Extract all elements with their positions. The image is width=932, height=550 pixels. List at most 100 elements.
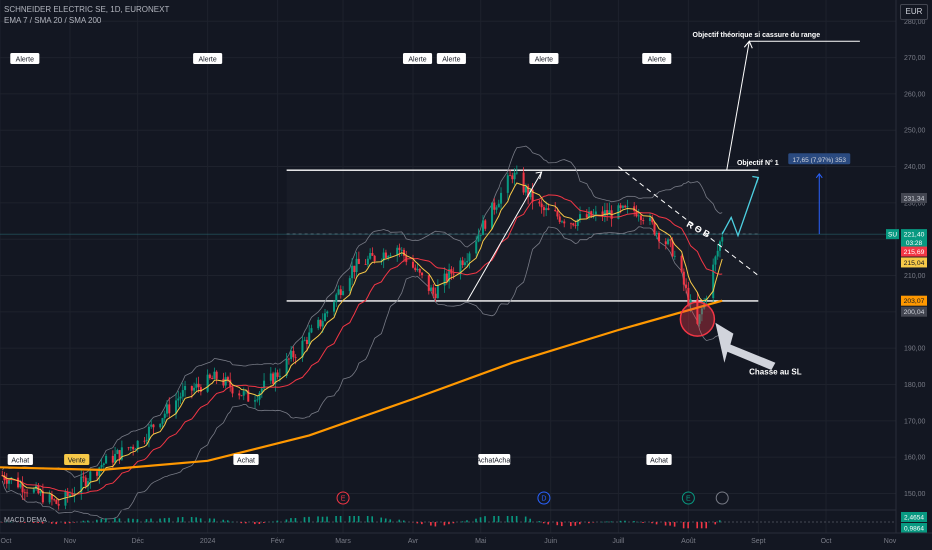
candle-body bbox=[411, 261, 415, 268]
macd-bar bbox=[529, 518, 531, 523]
time-axis[interactable]: Oct Nov Déc 2024 Févr Mars Avr Mai Juin Juill Août… bbox=[0, 532, 932, 550]
candle-body bbox=[118, 450, 121, 460]
candle-body bbox=[703, 300, 706, 309]
candle-body bbox=[547, 208, 550, 210]
price-tick: 240,00 bbox=[904, 164, 926, 171]
macd-bar bbox=[461, 521, 464, 523]
target-1-text: Objectif N° 1 bbox=[737, 159, 779, 167]
macd-bar bbox=[303, 517, 306, 523]
candle-body bbox=[17, 477, 20, 488]
macd-bar bbox=[448, 522, 450, 525]
candle-body bbox=[653, 222, 656, 235]
candle-body bbox=[542, 207, 545, 211]
candle-body bbox=[606, 210, 609, 216]
macd-bar bbox=[213, 518, 216, 523]
bollinger-bands bbox=[1, 145, 723, 520]
candle-body bbox=[513, 172, 516, 180]
drawings bbox=[466, 40, 860, 370]
macd-bar bbox=[389, 519, 392, 523]
candle-body bbox=[199, 387, 202, 392]
ema7-tag-bg bbox=[901, 246, 927, 257]
symbol-title[interactable]: SCHNEIDER ELECTRIC SE, 1D, EURONEXT bbox=[4, 5, 170, 14]
candle-body bbox=[461, 260, 464, 265]
candle-body bbox=[373, 255, 376, 262]
measure-label: 17,65 (7,97%) 353 bbox=[788, 153, 851, 165]
sell-label-text: Vente bbox=[68, 458, 86, 465]
candle-body bbox=[263, 380, 266, 389]
candle-body bbox=[165, 404, 169, 414]
candle-body bbox=[572, 223, 575, 226]
macd-bar bbox=[150, 518, 152, 523]
candle-body bbox=[163, 413, 166, 419]
macd-bar bbox=[41, 522, 44, 524]
macd-bar bbox=[421, 522, 423, 525]
macd-bar bbox=[624, 520, 626, 523]
candle-body bbox=[100, 465, 103, 468]
candle-body bbox=[190, 386, 193, 391]
candle-body bbox=[682, 271, 685, 285]
projection-path bbox=[721, 177, 759, 238]
event-marker bbox=[537, 491, 551, 505]
measure-arrow-head bbox=[815, 172, 823, 179]
candle-body bbox=[134, 449, 137, 451]
candle-body bbox=[206, 374, 209, 392]
candle-body bbox=[274, 372, 277, 384]
macd-bar bbox=[651, 522, 653, 524]
time-tick: Nov bbox=[884, 538, 897, 545]
candle-body bbox=[357, 258, 360, 264]
candle-body bbox=[601, 211, 604, 217]
candle-body bbox=[463, 262, 466, 265]
macd-bar bbox=[506, 516, 509, 523]
macd-bar bbox=[32, 522, 35, 524]
time-tick: Juin bbox=[544, 538, 557, 545]
bb-lower-tag-bg bbox=[901, 306, 927, 317]
indicators-legend[interactable]: EMA 7 / SMA 20 / SMA 200 bbox=[4, 16, 102, 25]
macd-bar bbox=[127, 518, 130, 523]
candle-body bbox=[339, 289, 342, 295]
macd-bar bbox=[254, 522, 256, 525]
macd-bar bbox=[136, 519, 139, 523]
sell-label-bg bbox=[64, 454, 90, 465]
candle-body bbox=[637, 215, 640, 217]
buy-label-text: Achat bbox=[11, 458, 29, 465]
buy-label-double-bg bbox=[478, 454, 511, 465]
currency-button[interactable]: EUR bbox=[900, 4, 928, 20]
alert-label-bg bbox=[402, 53, 433, 64]
candle-body bbox=[89, 471, 92, 482]
macd-bar bbox=[493, 516, 495, 523]
macd-bar bbox=[290, 518, 292, 523]
candle-body bbox=[181, 390, 184, 397]
candle-body bbox=[240, 395, 243, 397]
macd-bar bbox=[538, 521, 541, 523]
candle-body bbox=[319, 319, 322, 327]
alert-label: Alerte bbox=[436, 53, 466, 64]
candle-body bbox=[98, 467, 101, 476]
candle-body bbox=[642, 220, 645, 221]
time-tick: 2024 bbox=[200, 538, 216, 545]
candle-body bbox=[540, 203, 543, 208]
candle-body bbox=[242, 391, 245, 396]
price-axis[interactable]: 150,00160,00170,00180,00190,00200,00210,… bbox=[886, 0, 932, 550]
candle-body bbox=[86, 481, 90, 487]
candle-body bbox=[197, 383, 200, 388]
candle-body bbox=[608, 210, 611, 216]
candle-body bbox=[477, 235, 480, 242]
sma200-tag: 203,07 bbox=[904, 298, 925, 305]
sl-hunt-text: Chasse au SL bbox=[749, 368, 802, 377]
macd-bar bbox=[96, 519, 98, 523]
bb-lower bbox=[1, 226, 723, 520]
candle-body bbox=[648, 217, 652, 221]
macd-value2-bg bbox=[901, 523, 927, 533]
macd-bar bbox=[132, 518, 134, 523]
candle-body bbox=[696, 299, 699, 324]
candle-body bbox=[335, 294, 338, 303]
trend-arrow-line bbox=[466, 171, 543, 302]
macd-bar bbox=[272, 521, 274, 523]
candle-body bbox=[66, 491, 69, 497]
buy-label: Achat bbox=[646, 454, 672, 465]
bb-upper bbox=[2, 145, 723, 478]
macd-bar bbox=[588, 522, 590, 524]
candle-body bbox=[105, 455, 108, 464]
candle-body bbox=[256, 399, 259, 401]
